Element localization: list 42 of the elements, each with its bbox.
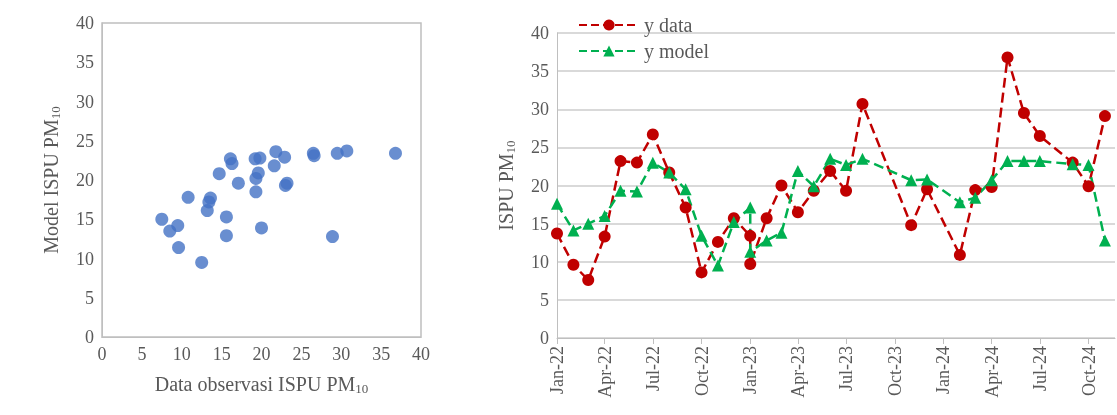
x-tick-label: 35 [372, 344, 391, 364]
y-tick-label: 40 [76, 13, 94, 33]
x-tick-label: Apr-24 [981, 346, 1002, 398]
x-tick-label: 20 [252, 344, 271, 364]
y-tick-label: 10 [531, 251, 549, 272]
y-tick-label: 35 [76, 52, 94, 73]
x-tick-label: Oct-23 [884, 346, 905, 396]
y-tick-label: 15 [531, 213, 549, 234]
y-tick-label: 5 [540, 289, 549, 310]
x-tick-label: 15 [212, 344, 231, 364]
y-tick-label: 30 [531, 99, 549, 120]
y-tick-label: 20 [76, 170, 94, 190]
y-axis-title: Model ISPU PM10 [39, 106, 63, 254]
x-tick-label: Apr-23 [787, 346, 808, 398]
x-tick-label: 10 [172, 344, 191, 364]
x-tick-label: Jul-24 [1029, 346, 1050, 391]
y-tick-label: 0 [85, 327, 94, 347]
legend-label: y data [644, 14, 693, 37]
y-tick-label: 35 [531, 61, 549, 82]
x-tick-label: 5 [137, 344, 147, 364]
legend-label: y model [644, 40, 710, 63]
y-tick-label: 0 [540, 328, 549, 348]
x-tick-label: Apr-22 [594, 346, 615, 398]
x-tick-label: Jul-22 [642, 346, 663, 391]
y-tick-label: 10 [76, 248, 94, 269]
y-axis-title: ISPU PM10 [494, 140, 518, 231]
y-tick-label: 15 [76, 209, 94, 230]
x-tick-label: 40 [412, 344, 430, 364]
y-tick-label: 30 [76, 91, 94, 112]
y-tick-label: 20 [531, 175, 549, 196]
x-tick-label: Oct-22 [691, 346, 712, 396]
x-tick-label: Jan-22 [547, 346, 567, 394]
x-tick-label: Jan-24 [933, 346, 954, 394]
y-tick-label: 40 [531, 23, 549, 43]
x-tick-label: Jan-23 [740, 346, 761, 394]
x-tick-label: Oct-24 [1078, 346, 1099, 396]
x-tick-label: 25 [292, 344, 311, 364]
y-tick-label: 25 [531, 137, 549, 158]
x-tick-label: 30 [332, 344, 351, 364]
x-tick-label: Jul-23 [836, 346, 857, 391]
y-tick-label: 25 [76, 130, 94, 151]
y-tick-label: 5 [85, 287, 94, 308]
